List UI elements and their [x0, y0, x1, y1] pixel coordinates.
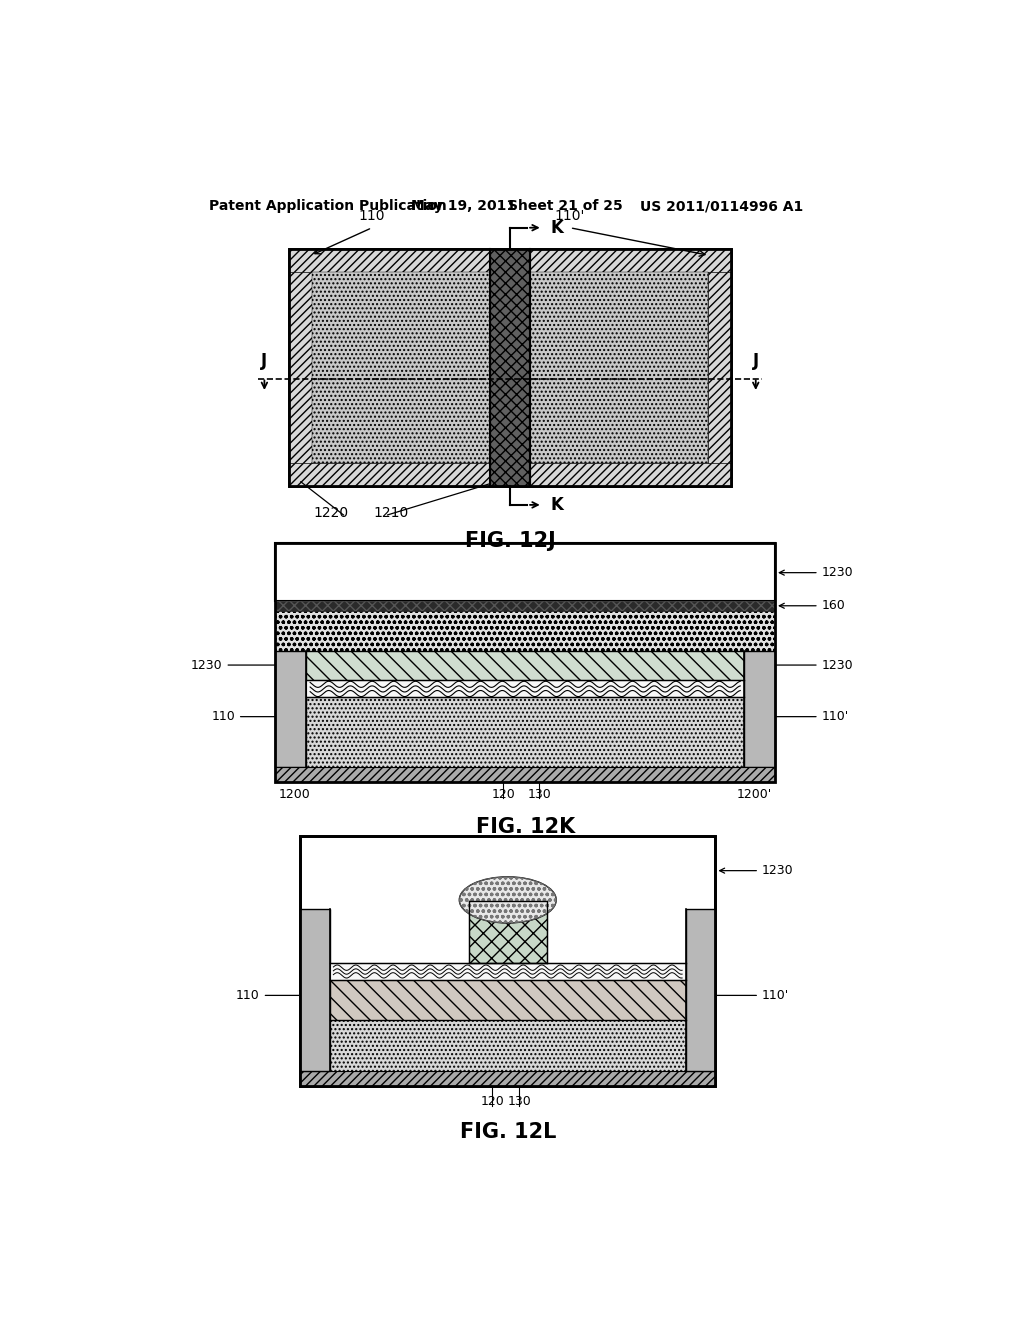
Bar [300, 836, 716, 1086]
Text: 120: 120 [492, 788, 515, 800]
Text: 120: 120 [480, 1094, 504, 1107]
Bar [289, 249, 731, 272]
Bar [306, 681, 744, 697]
Text: 110': 110' [749, 710, 849, 723]
Bar [330, 979, 686, 1020]
Text: 110: 110 [211, 710, 302, 723]
Bar [306, 697, 744, 767]
Text: FIG. 12K: FIG. 12K [475, 817, 574, 837]
Text: 1230: 1230 [749, 659, 853, 672]
Bar [300, 1071, 716, 1086]
Bar [489, 249, 530, 486]
Text: 1230: 1230 [190, 659, 302, 672]
Text: 130: 130 [508, 1094, 531, 1107]
Bar [289, 249, 731, 486]
Bar [312, 272, 489, 462]
Bar [289, 462, 731, 486]
Text: Patent Application Publication: Patent Application Publication [209, 199, 447, 213]
Text: K: K [550, 496, 563, 513]
Text: 1200: 1200 [279, 788, 310, 800]
Text: 110': 110' [690, 989, 790, 1002]
Text: K: K [550, 219, 563, 236]
Bar [469, 902, 547, 964]
Text: Sheet 21 of 25: Sheet 21 of 25 [508, 199, 623, 213]
Text: 110': 110' [555, 209, 585, 223]
Text: May 19, 2011: May 19, 2011 [411, 199, 516, 213]
Text: 110: 110 [358, 209, 385, 223]
Bar [330, 964, 686, 1071]
Text: J: J [753, 351, 759, 370]
Text: FIG. 12J: FIG. 12J [465, 531, 555, 550]
Bar [708, 249, 731, 486]
Bar [289, 249, 312, 486]
Text: 160: 160 [779, 599, 846, 612]
Bar [275, 544, 775, 601]
Bar [289, 249, 731, 486]
Text: FIG. 12L: FIG. 12L [460, 1122, 556, 1142]
Bar [275, 544, 775, 781]
Bar [275, 601, 775, 611]
Text: 1210: 1210 [374, 506, 410, 520]
Bar [275, 651, 306, 767]
Text: J: J [261, 351, 267, 370]
Text: 1230: 1230 [720, 865, 794, 878]
Bar [744, 651, 775, 767]
Bar [275, 611, 775, 651]
Ellipse shape [460, 876, 556, 923]
Bar [306, 651, 744, 681]
Text: 1230: 1230 [779, 566, 853, 579]
Bar [275, 767, 775, 781]
Bar [300, 909, 330, 1071]
Text: 110: 110 [236, 989, 326, 1002]
Bar [300, 836, 716, 1086]
Bar [530, 272, 708, 462]
Bar [686, 909, 716, 1071]
Text: 1220: 1220 [313, 506, 348, 520]
Text: US 2011/0114996 A1: US 2011/0114996 A1 [640, 199, 803, 213]
Text: 130: 130 [527, 788, 551, 800]
Text: 1200': 1200' [737, 788, 772, 800]
Bar [330, 964, 686, 979]
